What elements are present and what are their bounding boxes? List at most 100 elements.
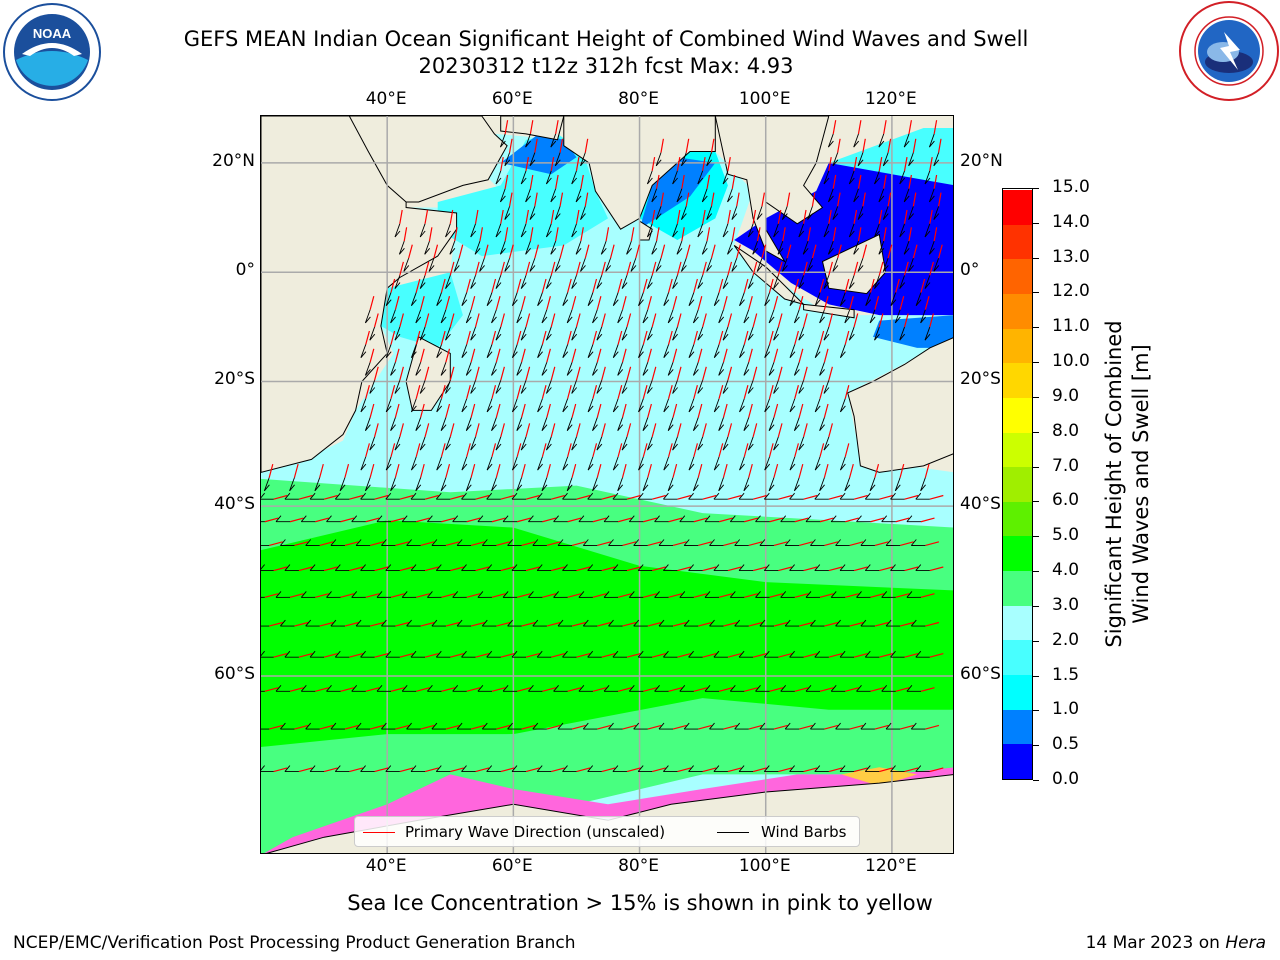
wind-barb [672, 275, 678, 289]
wind-barb [495, 223, 502, 238]
wave-direction-arrow [617, 687, 632, 692]
wind-barb [617, 417, 623, 431]
wind-barb-flag [794, 424, 800, 431]
wind-barb-flag [830, 515, 837, 522]
wave-direction-arrow [399, 494, 414, 500]
wave-direction-arrow [803, 423, 808, 438]
wind-barb [874, 326, 880, 341]
wind-barb-flag [481, 722, 488, 730]
wind-barb-flag [461, 492, 467, 500]
wind-barb-flag [814, 299, 821, 306]
wave-direction-arrow [349, 566, 364, 572]
wind-barb-flag [729, 591, 736, 598]
wave-direction-arrow [853, 261, 859, 276]
wind-barb [612, 292, 619, 306]
wave-direction-arrow [870, 687, 885, 692]
wind-barb [545, 326, 552, 341]
wave-direction-arrow [651, 209, 656, 224]
wave-direction-arrow [752, 313, 758, 328]
wind-barb-flag [933, 265, 940, 272]
wind-barb-flag [864, 492, 871, 500]
wind-barb-flag [427, 591, 433, 598]
wind-barb-flag [365, 316, 371, 324]
wind-barb-flag [381, 539, 387, 546]
wave-direction-arrow [693, 687, 708, 692]
wind-barb [823, 170, 830, 185]
wind-barbs-legend-line [717, 832, 749, 833]
wind-barb-flag [557, 619, 564, 627]
wave-direction-arrow [415, 330, 421, 345]
wind-barb [672, 223, 678, 238]
wind-barb-flag [537, 463, 543, 471]
wave-direction-arrow [652, 767, 666, 773]
wind-barb-flag [823, 282, 830, 289]
wave-direction-arrow [466, 517, 481, 523]
wind-barb-flag [738, 765, 745, 772]
wind-barb [596, 275, 603, 289]
wave-direction-arrow [420, 403, 425, 418]
colorbar-tick-mark [1033, 501, 1039, 503]
wave-direction-arrow [672, 348, 678, 363]
wave-direction-arrow [567, 278, 572, 293]
wave-direction-arrow [773, 541, 788, 547]
wave-direction-arrow [315, 517, 329, 523]
wind-barb-flag [789, 405, 796, 413]
wind-barb [545, 275, 552, 289]
wave-direction-arrow [601, 653, 616, 658]
wave-direction-arrow [445, 541, 460, 547]
wind-barb-flag [693, 424, 699, 431]
wind-barb [713, 344, 720, 358]
wind-barb [440, 362, 447, 376]
wind-barb [486, 456, 493, 471]
wind-barb-flag [874, 177, 880, 185]
wave-direction-arrow [773, 348, 779, 363]
wind-barb [646, 326, 653, 341]
wave-direction-arrow [773, 621, 788, 627]
wind-barb-flag [554, 159, 561, 167]
wind-barb-flag [470, 443, 477, 451]
wave-direction-arrow [794, 593, 809, 598]
wave-direction-arrow [273, 653, 288, 658]
wind-barb-flag [633, 722, 640, 730]
wind-barb-flag [638, 405, 644, 413]
wind-barb-flag [688, 299, 695, 306]
wind-barb-flag [814, 492, 821, 500]
wave-direction-arrow [605, 227, 610, 242]
wind-barb [747, 275, 754, 289]
wind-barb-flag [300, 591, 307, 598]
wave-direction-arrow [706, 174, 711, 189]
wave-direction-arrow [626, 261, 632, 276]
wind-barb [646, 380, 653, 394]
wind-barb-flag [704, 685, 711, 692]
lon-label-top: 40°E [365, 89, 407, 109]
wind-barb-flag [578, 685, 585, 692]
wind-barb-flag [655, 265, 662, 272]
wind-barb [839, 398, 846, 413]
wave-direction-arrow [908, 120, 912, 135]
wind-barb-flag [435, 650, 442, 658]
lat-label-left: 40°S [214, 494, 255, 515]
wind-barb-flag [596, 333, 603, 341]
colorbar-tick-mark [1033, 222, 1039, 224]
wave-direction-arrow [399, 366, 404, 381]
wave-direction-arrow [904, 653, 919, 658]
colorbar-segment [1003, 432, 1032, 468]
wind-barb-flag [773, 230, 779, 238]
wind-barb-flag [507, 619, 513, 627]
wind-barb [798, 436, 805, 451]
wind-barb-flag [885, 619, 892, 627]
wind-barb [857, 206, 864, 220]
wind-barb-flag [592, 424, 598, 431]
wind-barb-flag [823, 230, 830, 238]
wave-direction-arrow [702, 209, 706, 224]
wind-barb-flag [890, 564, 896, 571]
wind-barb-flag [571, 333, 578, 341]
wind-barb-flag [688, 564, 694, 571]
wave-direction-arrow [399, 423, 404, 438]
wind-barb-flag [681, 213, 687, 220]
wind-barb [680, 258, 687, 272]
wind-barb-flag [608, 722, 614, 730]
wind-barb [554, 152, 561, 166]
wind-barb [756, 258, 763, 272]
wind-barb [713, 398, 720, 413]
